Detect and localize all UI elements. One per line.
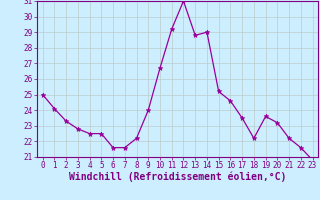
- X-axis label: Windchill (Refroidissement éolien,°C): Windchill (Refroidissement éolien,°C): [69, 172, 286, 182]
